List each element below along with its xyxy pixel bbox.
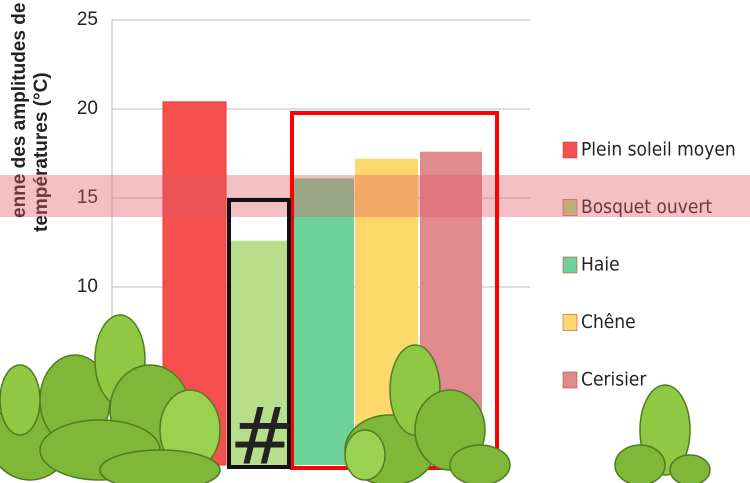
y-tick-label: 15 bbox=[77, 187, 98, 208]
bar bbox=[292, 178, 354, 466]
black-frame bbox=[227, 198, 291, 469]
legend-label: Bosquet ouvert bbox=[581, 196, 712, 218]
legend-label: Cerisier bbox=[581, 369, 647, 391]
y-axis-label: enne des amplitudes de températures (°C) bbox=[9, 3, 52, 232]
legend-swatch bbox=[562, 141, 578, 159]
bush-blob bbox=[0, 364, 41, 436]
annotation: # bbox=[229, 392, 294, 482]
bush-blob bbox=[449, 444, 511, 483]
bush-blob bbox=[614, 444, 666, 483]
y-label-line: températures (°C) bbox=[31, 72, 52, 232]
bush-blob bbox=[99, 449, 221, 483]
highlight-band bbox=[0, 175, 750, 217]
bar bbox=[230, 240, 288, 465]
legend-swatch bbox=[562, 371, 578, 389]
bush-blob bbox=[669, 454, 711, 483]
y-tick-label: 20 bbox=[77, 98, 98, 119]
y-label-line: enne des amplitudes de bbox=[9, 3, 30, 218]
y-tick-label: 10 bbox=[77, 276, 98, 297]
legend-swatch bbox=[562, 199, 578, 216]
legend-label: Plein soleil moyen bbox=[581, 139, 736, 161]
legend-swatch bbox=[562, 256, 578, 274]
legend-swatch bbox=[562, 314, 578, 331]
y-tick-label: 25 bbox=[77, 9, 98, 30]
legend-label: Chêne bbox=[581, 311, 636, 333]
bush-blob bbox=[344, 429, 386, 481]
legend-label: Haie bbox=[581, 254, 620, 276]
